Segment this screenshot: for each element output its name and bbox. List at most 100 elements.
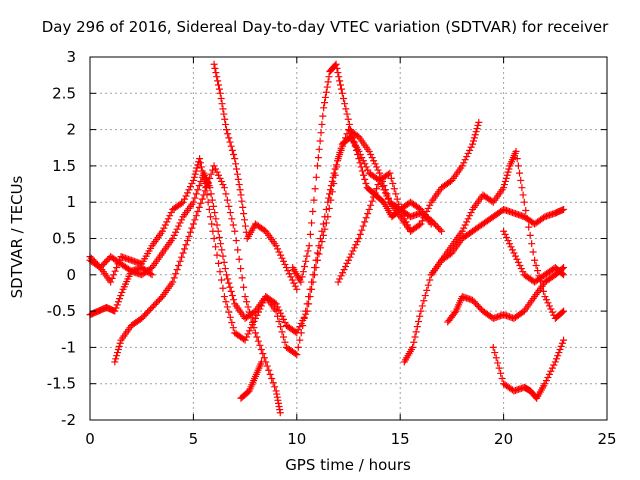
data-point [228, 146, 236, 154]
data-point [208, 220, 216, 228]
data-point [384, 170, 392, 178]
data-point [211, 209, 219, 217]
data-point [234, 175, 242, 183]
data-point [302, 310, 310, 318]
data-point [343, 110, 351, 118]
data-point [207, 213, 215, 221]
data-point [337, 81, 345, 89]
data-point [224, 275, 232, 283]
data-point [381, 186, 389, 194]
y-tick-label: 0.5 [52, 230, 76, 248]
data-point [489, 343, 497, 351]
data-point [374, 166, 382, 174]
data-point [277, 251, 285, 259]
data-point [332, 60, 340, 68]
data-point [92, 259, 100, 267]
data-point [350, 138, 358, 146]
data-point [399, 212, 407, 220]
data-point [225, 202, 233, 210]
data-point [233, 165, 241, 173]
y-tick-label: 3 [66, 48, 76, 66]
data-point [513, 255, 521, 263]
data-point [291, 350, 299, 358]
data-point [297, 278, 305, 286]
data-point [547, 305, 555, 313]
data-point [281, 338, 289, 346]
series-13 [500, 227, 568, 286]
data-point [356, 230, 364, 238]
data-point [163, 218, 171, 226]
data-point [188, 224, 196, 232]
data-point [319, 231, 327, 239]
data-point [300, 313, 308, 321]
y-tick-label: 2 [66, 121, 76, 139]
data-point [212, 69, 220, 77]
data-point [358, 226, 366, 234]
data-point [192, 212, 200, 220]
x-tick-label: 20 [494, 430, 513, 448]
data-point [158, 227, 166, 235]
data-point [558, 339, 566, 347]
data-point [308, 219, 316, 227]
data-point [217, 177, 225, 185]
data-point [190, 173, 198, 181]
data-point [472, 128, 480, 136]
data-point [364, 166, 372, 174]
data-point [345, 120, 353, 128]
data-point [299, 268, 307, 276]
data-point [210, 162, 218, 170]
data-point [219, 105, 227, 113]
data-point [277, 323, 285, 331]
data-point [308, 285, 316, 293]
data-point [257, 345, 265, 353]
data-point [548, 364, 556, 372]
data-point [469, 137, 477, 145]
data-point [475, 118, 483, 126]
data-point [244, 330, 252, 338]
data-point [138, 314, 146, 322]
data-point [294, 343, 302, 351]
data-point [272, 242, 280, 250]
data-point [172, 228, 180, 236]
data-point [195, 182, 203, 190]
data-point [302, 257, 310, 265]
data-point [179, 198, 187, 206]
data-point [293, 351, 301, 359]
data-point [544, 299, 552, 307]
data-point [466, 212, 474, 220]
data-point [186, 228, 194, 236]
data-point [539, 287, 547, 295]
data-point [335, 73, 343, 81]
data-point [207, 170, 215, 178]
data-point [360, 171, 368, 179]
data-point [342, 134, 350, 142]
data-point [495, 364, 503, 372]
data-point [211, 64, 219, 72]
data-point [176, 257, 184, 265]
data-point [290, 279, 298, 287]
data-point [173, 266, 181, 274]
data-point [337, 85, 345, 93]
data-point [285, 270, 293, 278]
data-point [274, 245, 282, 253]
x-tick-label: 15 [391, 430, 410, 448]
data-point [298, 273, 306, 281]
data-point [560, 264, 568, 272]
data-point [213, 221, 221, 229]
data-point [216, 174, 224, 182]
data-point [424, 281, 432, 289]
data-point [291, 282, 299, 290]
data-point [370, 157, 378, 165]
data-point [208, 196, 216, 204]
data-point [467, 209, 475, 217]
data-point [506, 240, 514, 248]
data-point [353, 238, 361, 246]
data-point [474, 302, 482, 310]
data-point [315, 145, 323, 153]
data-point [312, 264, 320, 272]
data-point [238, 274, 246, 282]
data-point [194, 186, 202, 194]
data-point [492, 354, 500, 362]
data-point [215, 233, 223, 241]
data-point [281, 260, 289, 268]
